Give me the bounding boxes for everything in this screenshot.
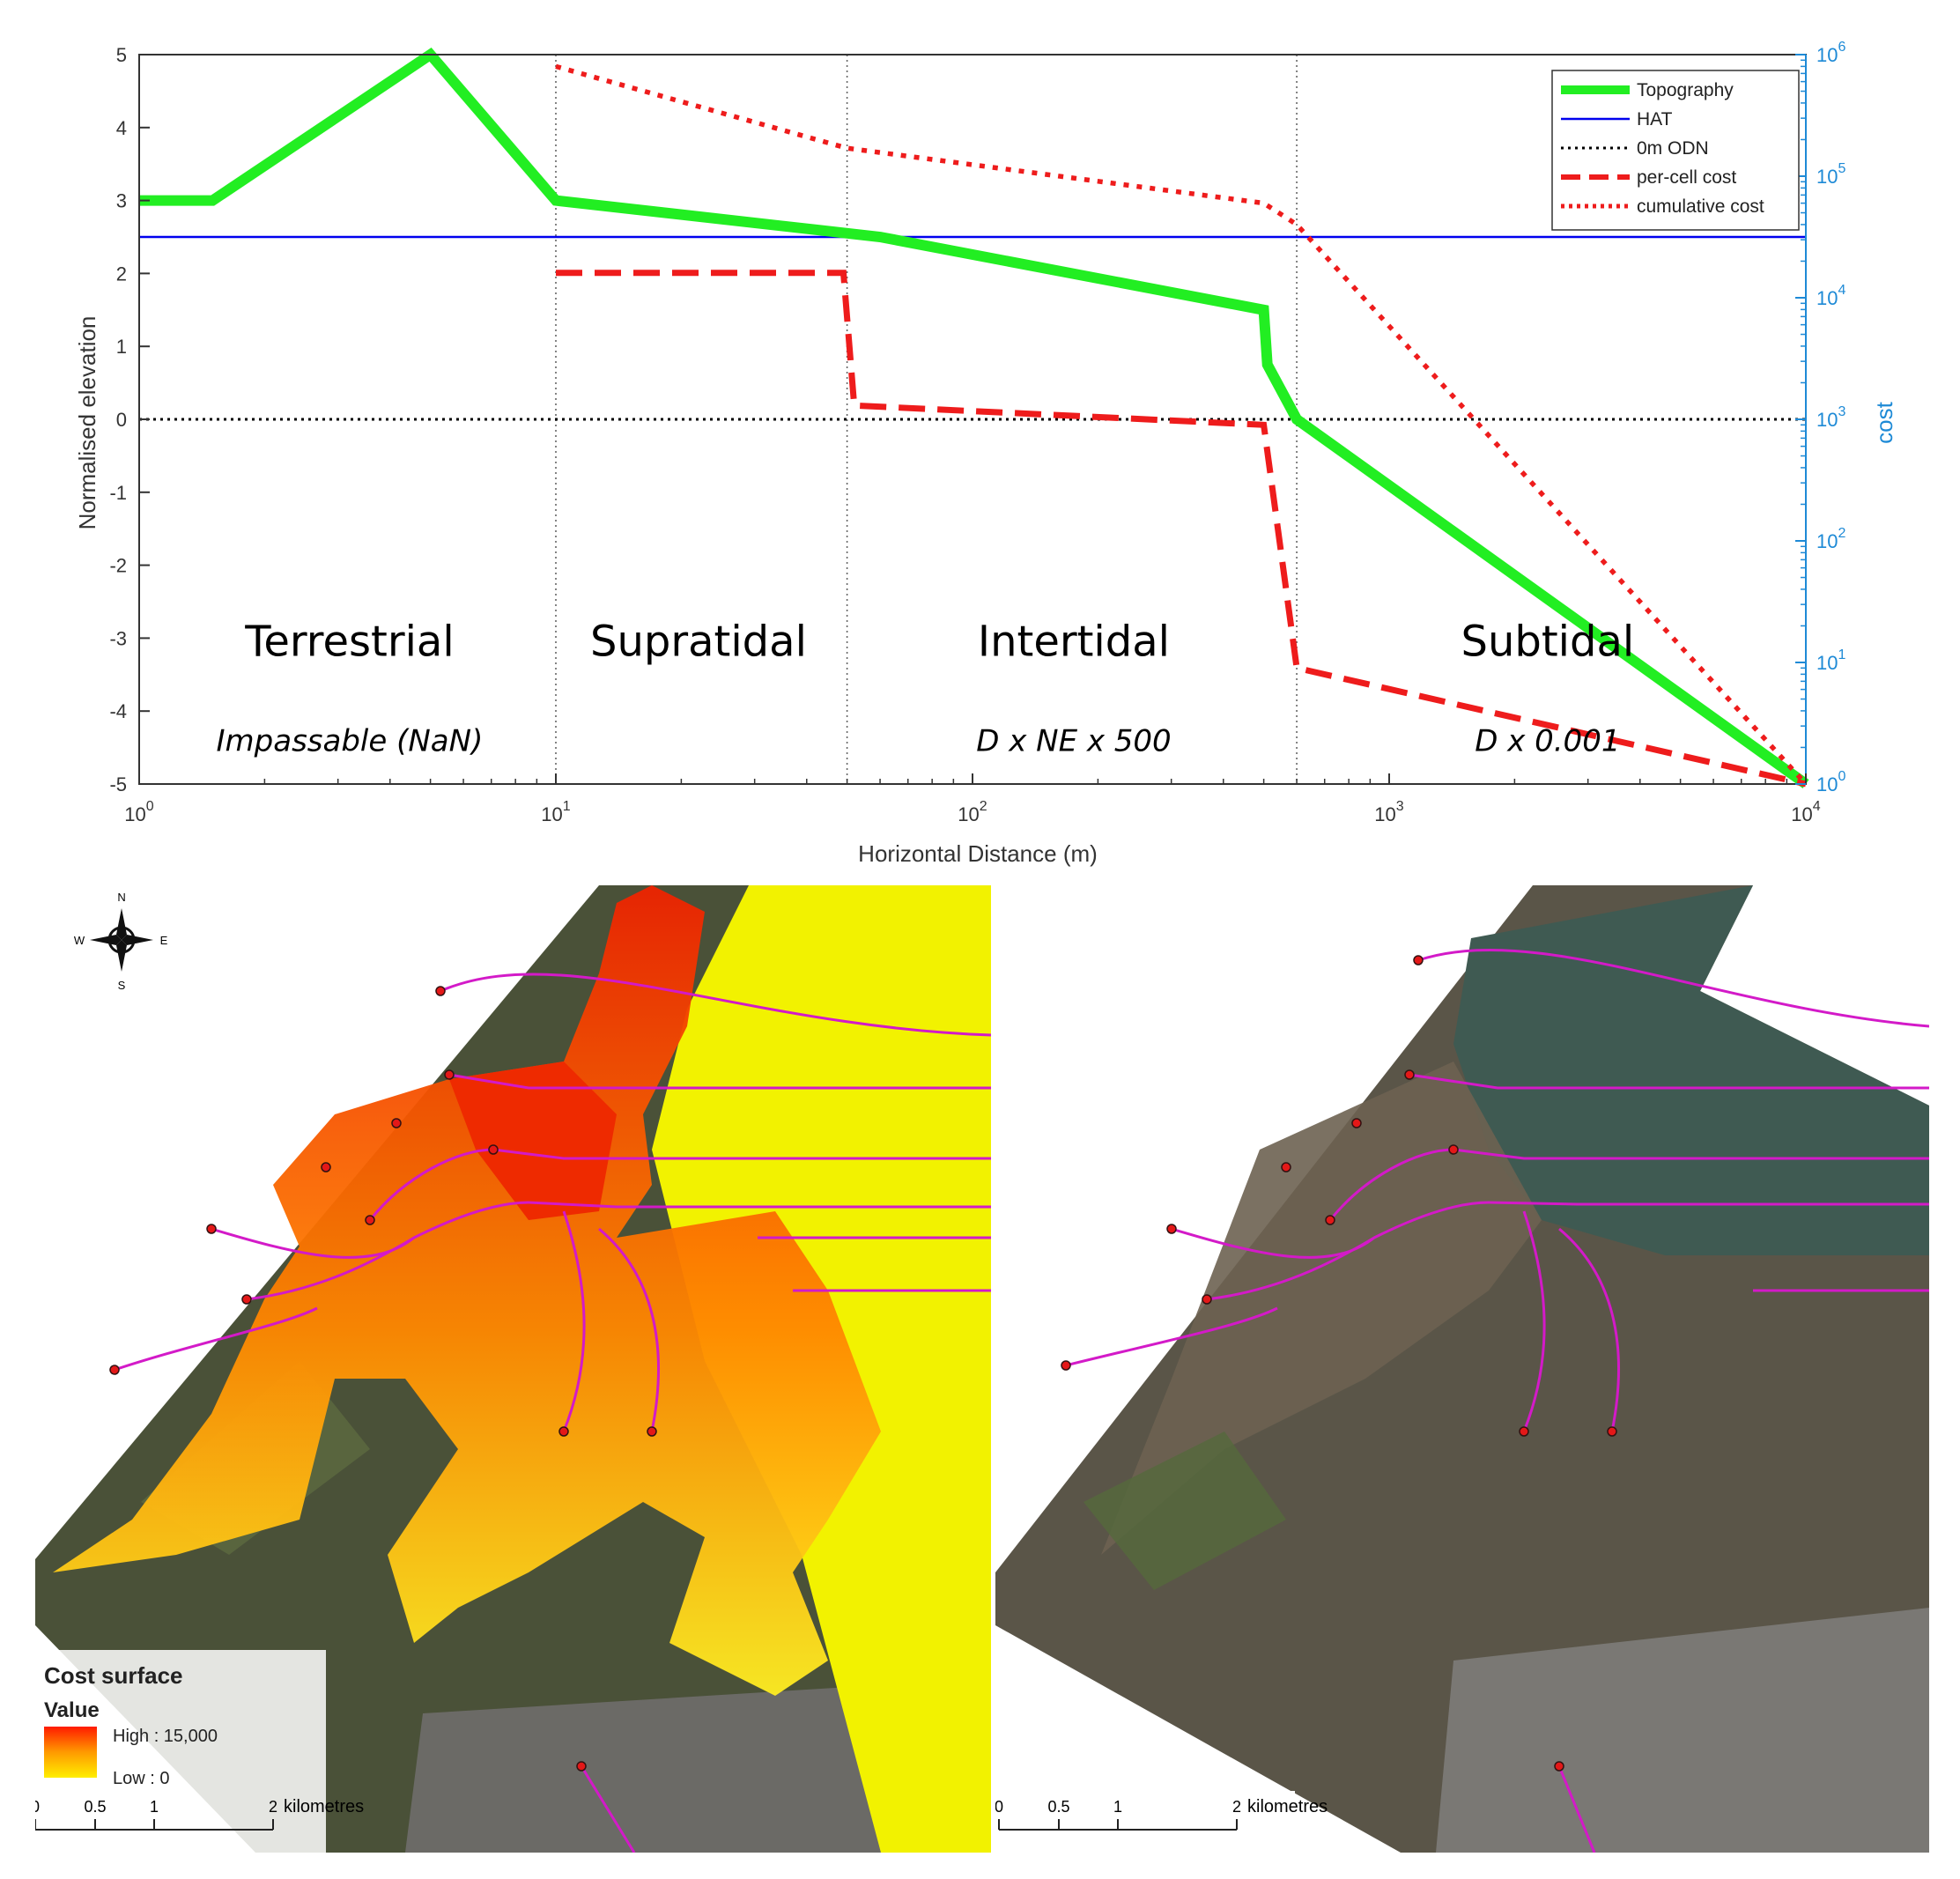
chart-legend: Topography HAT 0m ODN per-cell cost cumulati… [1551, 70, 1800, 231]
x-tick-label: 104 [1791, 799, 1820, 825]
y-tick-label: 2 [116, 263, 127, 285]
least-cost-paths-right [1065, 949, 1929, 1853]
scale-tick-0-right: 0 [995, 1798, 1003, 1816]
y2-tick-label: 101 [1816, 647, 1845, 674]
y2-tick-label: 104 [1816, 283, 1845, 309]
legend-entry-4: cumulative cost [1637, 196, 1764, 217]
y-tick-label: 1 [116, 336, 127, 358]
axes-layer: 100 101 102 103 104 5 4 3 2 1 0 -1 -2 -3 -4 -5 106 105 104… [109, 40, 1845, 825]
legend-high: High : 15,000 [113, 1727, 218, 1746]
x-tick-label: 102 [958, 799, 987, 825]
cost-profile-chart: 100 101 102 103 104 5 4 3 2 1 0 -1 -2 -3 -4 -5 106 105 104… [74, 40, 1897, 867]
outlet-points-right [1061, 955, 1617, 1772]
scale-bar: 0 0.5 1 2 kilometres [35, 1797, 364, 1831]
scale-tick-1: 0.5 [84, 1798, 106, 1816]
estuary-water [1453, 885, 1929, 1255]
scale-tick-2-right: 1 [1113, 1798, 1122, 1816]
legend-title: Cost surface [44, 1662, 183, 1689]
compass-w: W [74, 934, 85, 947]
map-legend: Cost surface Value High : 15,000 Low : 0… [35, 1650, 364, 1853]
y2-tick-label: 103 [1816, 404, 1845, 431]
legend-entry-0: Topography [1637, 80, 1734, 100]
legend-entry-2: 0m ODN [1637, 138, 1709, 159]
compass-e: E [160, 934, 168, 947]
urban-area [405, 1678, 991, 1853]
zone-name-3: Subtidal [1461, 618, 1634, 667]
series-cumulative-cost [555, 63, 1808, 786]
legend-color-ramp [44, 1727, 97, 1778]
satellite-map-with-paths: 0 0.5 1 2 kilometres [995, 885, 1929, 1853]
high-cost-marsh [449, 1062, 617, 1220]
scale-tick-1-right: 0.5 [1047, 1798, 1069, 1816]
y2-axis-label: cost [1871, 401, 1897, 443]
y2-tick-label: 100 [1816, 769, 1845, 795]
y-tick-label: -2 [109, 555, 127, 577]
y2-tick-label: 105 [1816, 161, 1845, 188]
y2-tick-label: 106 [1816, 40, 1845, 66]
x-axis-label: Horizontal Distance (m) [858, 840, 1098, 867]
legend-value-label: Value [44, 1698, 100, 1722]
y2-tick-label: 102 [1816, 526, 1845, 552]
scale-unit-right: kilometres [1247, 1797, 1328, 1816]
saltmarsh [1101, 1062, 1542, 1555]
x-tick-label: 100 [124, 799, 153, 825]
compass-rose-icon: N S E W [74, 891, 168, 992]
scale-tick-3-right: 2 [1232, 1798, 1241, 1816]
compass-s: S [118, 979, 126, 992]
legend-box [1551, 70, 1800, 231]
least-cost-paths [114, 973, 991, 1853]
scale-bar-right: 0 0.5 1 2 kilometres [995, 1791, 1328, 1853]
zone-rule-3: D x 0.001 [1475, 723, 1620, 758]
series-layer [139, 48, 1809, 788]
scale-tick-2: 1 [150, 1798, 159, 1816]
y-tick-label: -4 [109, 700, 127, 722]
compass-n: N [117, 891, 125, 904]
zone-rule-2: D x NE x 500 [976, 723, 1171, 758]
y-tick-label: 4 [116, 117, 127, 139]
y-tick-label: -1 [109, 482, 127, 504]
scale-tick-0: 0 [35, 1798, 40, 1816]
scale-unit: kilometres [284, 1797, 364, 1816]
legend-entry-3: per-cell cost [1637, 167, 1736, 188]
cost-surface-raster [53, 885, 881, 1696]
scale-tick-3: 2 [269, 1798, 277, 1816]
y-tick-label: 3 [116, 190, 127, 212]
zone-name-0: Terrestrial [244, 618, 454, 667]
zone-name-2: Intertidal [978, 618, 1170, 667]
x-tick-label: 103 [1374, 799, 1403, 825]
series-per-cell-cost [556, 270, 1807, 788]
y-tick-label: 0 [116, 409, 127, 431]
y-tick-label: 5 [116, 44, 127, 66]
legend-low: Low : 0 [113, 1769, 169, 1788]
y-axis-label: Normalised elevation [74, 316, 100, 530]
zones-layer: Terrestrial Impassable (NaN) Supratidal Int… [217, 618, 1635, 759]
zone-rule-0: Impassable (NaN) [217, 723, 484, 758]
y-tick-label: -5 [109, 773, 127, 795]
x-tick-label: 101 [541, 799, 570, 825]
fields [1084, 1431, 1286, 1590]
series-topography [139, 48, 1809, 788]
legend-entry-1: HAT [1637, 109, 1673, 129]
zone-name-1: Supratidal [590, 618, 807, 667]
town [1436, 1608, 1929, 1853]
cost-surface-map: N S E W Cost surface Value High : 15,000… [35, 885, 991, 1853]
y-tick-label: -3 [109, 627, 127, 649]
outlet-points [109, 986, 657, 1772]
